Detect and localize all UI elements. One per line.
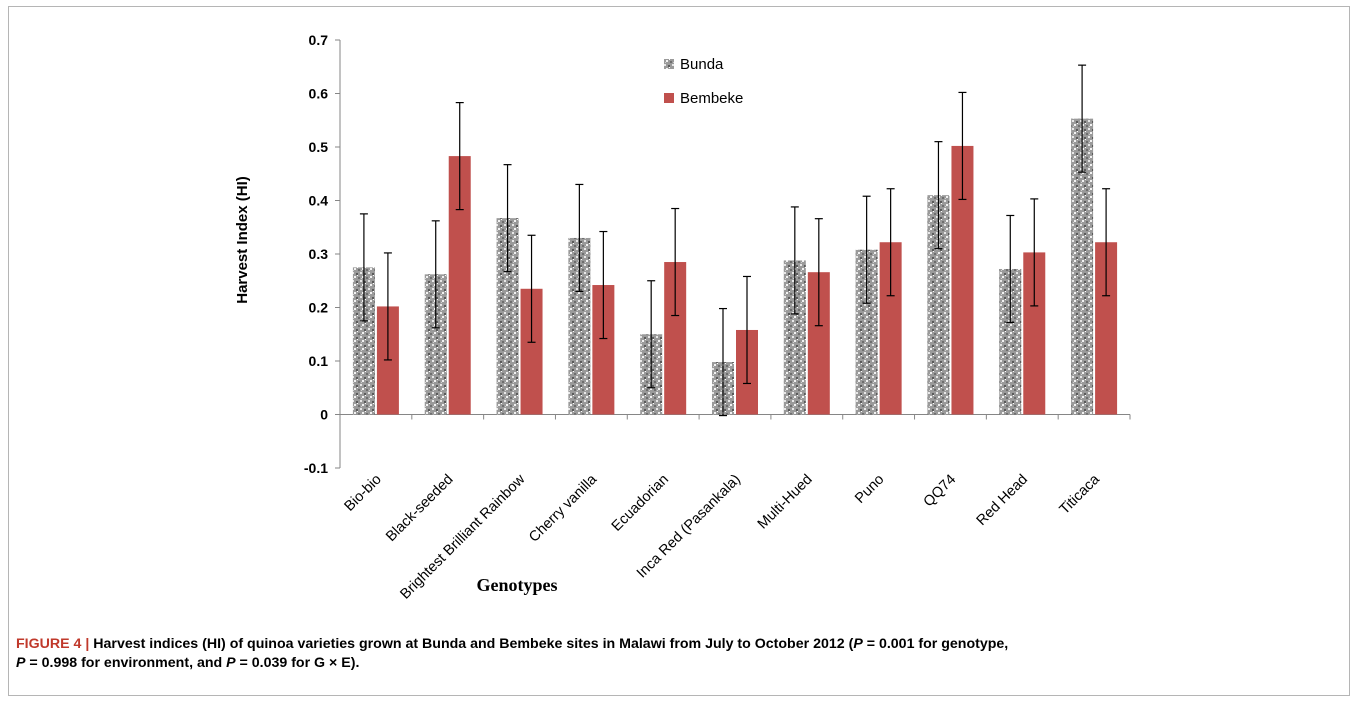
caption-text-4: = 0.039 for G × E). (235, 655, 360, 671)
y-tick-label: 0 (320, 407, 328, 423)
category-label: Ecuadorian (609, 472, 672, 535)
caption-p-1: P (853, 636, 863, 652)
bar-bembeke (664, 262, 687, 415)
figure-caption: FIGURE 4 | Harvest indices (HI) of quino… (16, 635, 1342, 673)
bar-bunda (424, 274, 447, 415)
category-label: Multi-Hued (755, 472, 816, 533)
caption-text-1: Harvest indices (HI) of quinoa varieties… (93, 636, 854, 652)
y-axis-label: Harvest Index (HI) (234, 176, 251, 304)
category-label: Bio-bio (342, 472, 385, 515)
legend: Bunda Bembeke (664, 56, 743, 107)
bar-bunda (568, 237, 591, 415)
category-label: QQ74 (921, 472, 960, 511)
y-tick-label: 0.3 (309, 246, 329, 262)
bar-bunda (496, 218, 519, 415)
legend-swatch-bunda (664, 59, 674, 69)
bar-bembeke (520, 288, 543, 415)
y-axis: -0.1 0 0.1 0.2 0.3 0.4 0.5 0.6 0.7 (304, 32, 341, 476)
caption-text-3: = 0.998 for environment, and (25, 655, 227, 671)
category-label: Red Head (974, 472, 1031, 529)
legend-label-bembeke: Bembeke (680, 90, 743, 107)
bar-bunda (855, 249, 878, 415)
bar-bunda (999, 268, 1022, 415)
bar-chart: -0.1 0 0.1 0.2 0.3 0.4 0.5 0.6 0.7 Bio-bioBlack-… (234, 32, 1131, 603)
category-label: Titicaca (1057, 471, 1104, 518)
bar-bunda (927, 195, 950, 415)
y-tick-label: 0.5 (309, 139, 329, 155)
x-axis (339, 414, 1131, 420)
y-tick-label: 0.4 (309, 193, 329, 209)
y-tick-label: 0.7 (309, 32, 329, 48)
category-label: Puno (852, 472, 887, 507)
category-label: Black-seeded (383, 472, 456, 545)
bar-bembeke (1023, 252, 1046, 415)
bar-bunda (352, 267, 375, 415)
bars (352, 64, 1118, 417)
bar-bembeke (951, 145, 974, 415)
y-tick-label: 0.2 (309, 300, 329, 316)
legend-swatch-bembeke (664, 93, 674, 103)
bar-bunda (1071, 118, 1094, 415)
bar-bembeke (592, 285, 615, 415)
x-axis-label: Genotypes (477, 575, 558, 595)
caption-p-2: P (16, 655, 26, 671)
bar-bembeke (448, 156, 471, 415)
bar-bembeke (1095, 242, 1118, 415)
y-tick-label: -0.1 (304, 460, 328, 476)
caption-text-2: = 0.001 for genotype, (862, 636, 1009, 652)
caption-p-3: P (226, 655, 236, 671)
bar-bembeke (879, 242, 902, 415)
bar-bembeke (807, 272, 830, 415)
y-tick-label: 0.6 (309, 86, 329, 102)
caption-label: FIGURE 4 | (16, 636, 94, 652)
figure-frame (8, 6, 1350, 696)
legend-label-bunda: Bunda (680, 56, 724, 73)
category-label: Cherry vanilla (526, 471, 601, 546)
bar-bunda (783, 260, 806, 415)
y-tick-label: 0.1 (309, 353, 329, 369)
